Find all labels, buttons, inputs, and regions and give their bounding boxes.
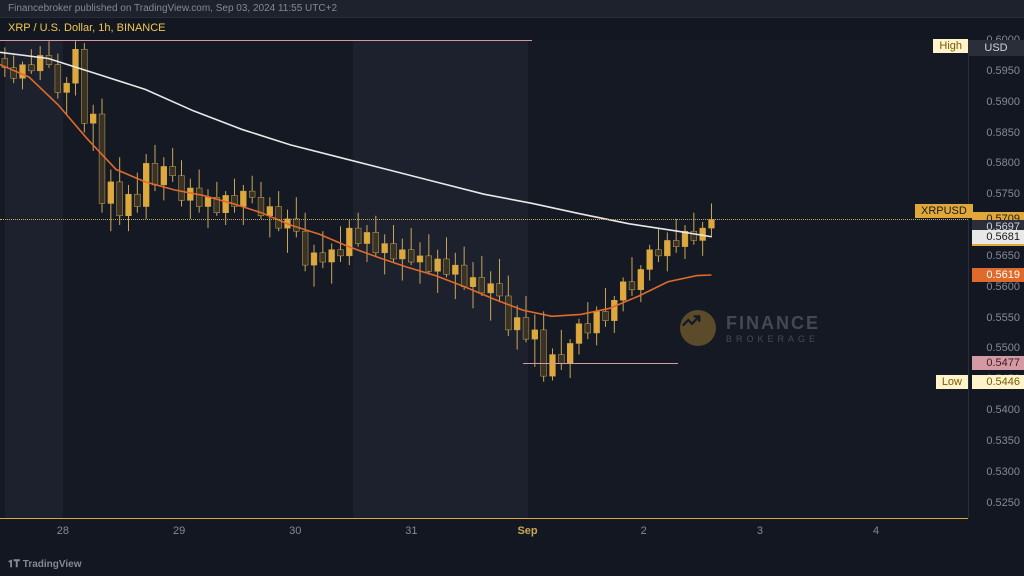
time-tick: 31 — [405, 525, 417, 537]
tradingview-logo[interactable]: 𝟏𝐓 TradingView — [8, 559, 82, 570]
symbol-label[interactable]: XRP / U.S. Dollar, 1h, BINANCE — [8, 22, 166, 34]
time-tick: Sep — [517, 525, 537, 537]
chart-svg — [0, 40, 968, 518]
publisher-header: Financebroker published on TradingView.c… — [0, 0, 1024, 18]
time-tick: 29 — [173, 525, 185, 537]
price-tick: 0.5900 — [986, 96, 1020, 108]
price-tick: 0.5250 — [986, 497, 1020, 509]
watermark: FINANCE BROKERAGE — [680, 310, 820, 346]
horizontal-line — [0, 219, 968, 220]
price-label: 0.5477 — [972, 356, 1024, 370]
price-label: 0.5681 — [972, 230, 1024, 244]
price-tick: 0.5400 — [986, 404, 1020, 416]
price-tick: 0.5800 — [986, 157, 1020, 169]
high-tag: High — [933, 39, 968, 53]
watermark-icon — [680, 310, 716, 346]
axis-currency-badge[interactable]: USD — [968, 40, 1024, 56]
watermark-main: FINANCE — [726, 313, 820, 334]
horizontal-line — [0, 40, 532, 41]
time-axis[interactable]: 28 29 30 31 Sep 2 3 4 — [0, 518, 968, 546]
price-tick: 0.5950 — [986, 65, 1020, 77]
price-tick: 0.5650 — [986, 250, 1020, 262]
time-tick: 4 — [873, 525, 879, 537]
publisher-text: Financebroker published on TradingView.c… — [8, 3, 337, 14]
chart-area[interactable]: FINANCE BROKERAGE — [0, 40, 968, 518]
price-tick: 0.5300 — [986, 466, 1020, 478]
price-tick: 0.5500 — [986, 342, 1020, 354]
low-tag: Low — [936, 375, 968, 389]
price-tick: 0.5600 — [986, 281, 1020, 293]
price-tick: 0.5850 — [986, 127, 1020, 139]
price-tick: 0.5550 — [986, 312, 1020, 324]
watermark-sub: BROKERAGE — [726, 334, 820, 344]
price-tick: 0.5350 — [986, 435, 1020, 447]
price-label: 0.5619 — [972, 268, 1024, 282]
time-tick: 30 — [289, 525, 301, 537]
horizontal-line — [523, 363, 678, 364]
low-price-label: 0.5446 — [972, 375, 1024, 389]
time-tick: 2 — [641, 525, 647, 537]
time-tick: 3 — [757, 525, 763, 537]
axis-currency-text: USD — [968, 40, 1024, 56]
price-axis[interactable]: 0.52500.53000.53500.54000.54500.55000.55… — [968, 40, 1024, 518]
time-tick: 28 — [57, 525, 69, 537]
price-label-symbol: XRPUSD — [915, 204, 973, 218]
price-tick: 0.5750 — [986, 188, 1020, 200]
